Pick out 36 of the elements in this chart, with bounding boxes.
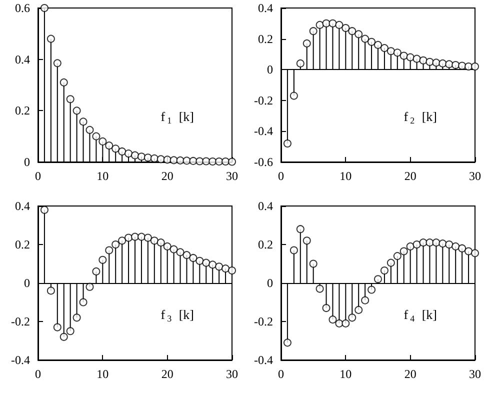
x-tick-label: 30 — [469, 169, 481, 183]
x-tick-label: 20 — [404, 367, 416, 381]
y-tick-label: 0.2 — [258, 238, 273, 252]
x-tick-label: 10 — [96, 367, 109, 381]
y-tick-label: 0 — [24, 155, 30, 169]
x-tick-label: 10 — [340, 169, 352, 183]
y-tick-label: 0 — [267, 62, 273, 77]
y-tick-label: -0.4 — [11, 353, 30, 367]
x-tick-label: 10 — [340, 367, 352, 381]
y-tick-label: 0 — [24, 276, 30, 290]
y-tick-label: 0.4 — [15, 199, 30, 213]
x-tick-label: 30 — [469, 367, 481, 381]
x-tick-label: 0 — [278, 367, 284, 381]
x-tick-label: 20 — [161, 367, 174, 381]
y-tick-label: 0.4 — [15, 52, 30, 66]
y-tick-label: -0.4 — [254, 353, 273, 367]
y-tick-label: 0 — [267, 276, 273, 290]
y-tick-label: -0.6 — [254, 155, 273, 169]
y-tick-label: 0.2 — [15, 104, 30, 118]
x-tick-label: 0 — [278, 169, 284, 183]
y-tick-label: -0.2 — [11, 314, 30, 328]
y-tick-label: 0.2 — [258, 32, 273, 46]
y-tick-label: -0.2 — [254, 93, 273, 108]
x-tick-label: 20 — [161, 169, 174, 183]
y-tick-label: 0.6 — [15, 1, 30, 15]
x-tick-label: 0 — [35, 169, 41, 183]
x-tick-label: 30 — [226, 367, 238, 381]
x-tick-label: 0 — [35, 367, 41, 381]
y-tick-label: -0.2 — [254, 314, 273, 328]
x-tick-label: 10 — [96, 169, 109, 183]
x-tick-label: 30 — [226, 169, 238, 183]
y-tick-label: 0.4 — [258, 199, 273, 213]
y-tick-label: 0.4 — [258, 1, 273, 15]
x-tick-label: 20 — [404, 169, 416, 183]
y-tick-label: 0.2 — [15, 238, 30, 252]
y-tick-label: -0.4 — [254, 124, 273, 138]
